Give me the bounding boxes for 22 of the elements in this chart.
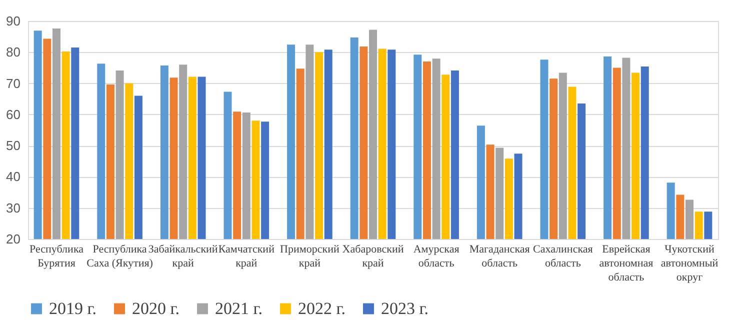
legend-label: 2020 г. (132, 298, 180, 318)
x-tick-label: Амурская область (413, 244, 460, 270)
y-tick-label: 60 (6, 106, 20, 122)
x-tick-label: Сахалинская область (532, 244, 593, 270)
x-tick-label: Хабаровский край (342, 244, 404, 270)
y-tick-label: 20 (6, 232, 20, 246)
legend-label: 2019 г. (49, 298, 97, 318)
legend-label: 2022 г. (298, 298, 346, 318)
x-tick-label: Камчатский край (218, 244, 275, 270)
legend-label: 2021 г. (215, 298, 263, 318)
y-tick-label: 80 (6, 44, 20, 60)
y-tick-label: 90 (6, 14, 20, 28)
x-tick-label: Еврейская автономная область (599, 244, 654, 284)
x-tick-label: Приморский край (280, 244, 340, 270)
y-tick-label: 30 (6, 200, 20, 216)
x-tick-label: Магаданская область (469, 244, 530, 270)
legend-label: 2023 г. (381, 298, 429, 318)
y-tick-label: 40 (6, 169, 20, 184)
y-tick-label: 70 (6, 76, 20, 91)
y-tick-label: 50 (6, 138, 20, 154)
x-tick-label: Республика Бурятия (29, 244, 84, 270)
x-tick-label: Чукотский автономный округ (660, 244, 718, 284)
